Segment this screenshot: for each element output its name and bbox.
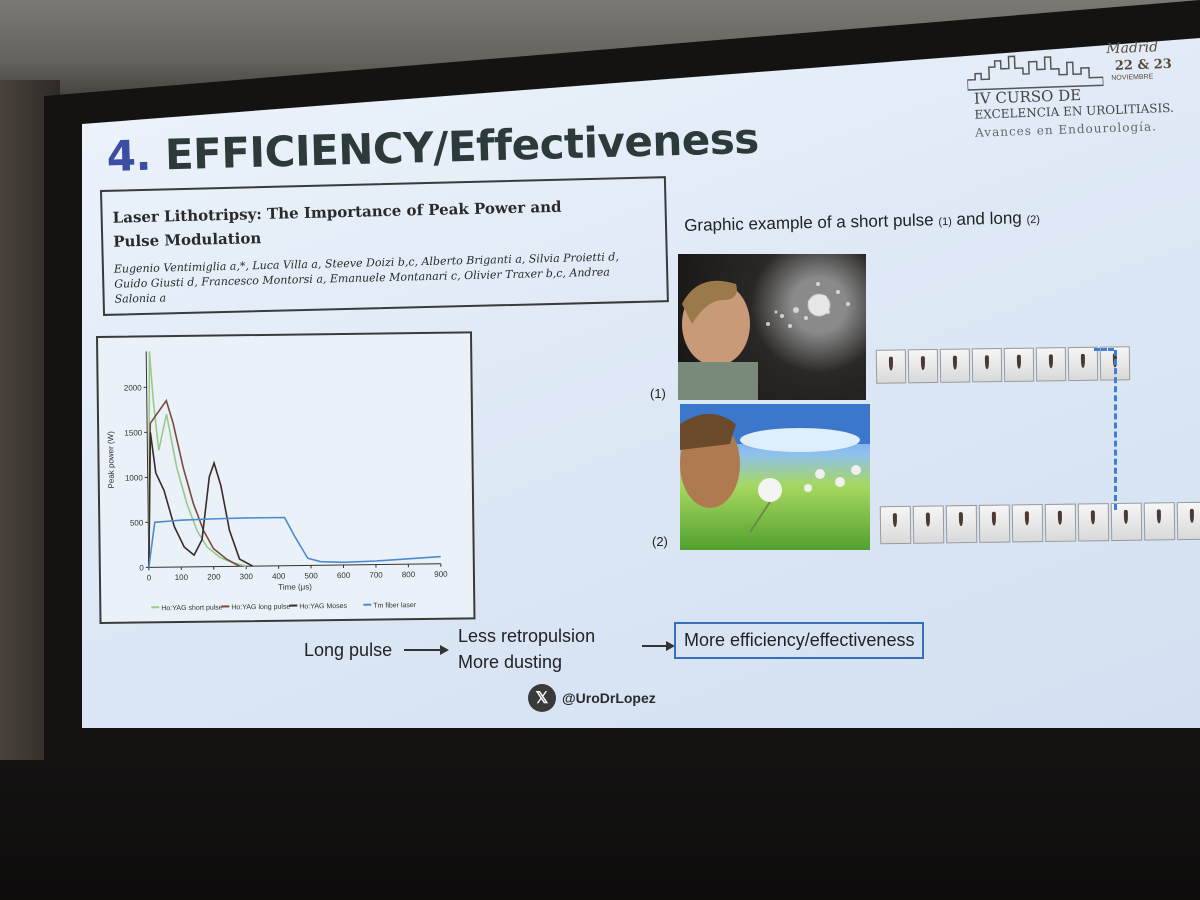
stage-shadow xyxy=(0,760,1200,900)
flow-middle: Less retropulsion More dusting xyxy=(458,623,595,675)
right-heading-short-tag: (1) xyxy=(938,215,952,229)
handle-text: @UroDrLopez xyxy=(562,690,656,706)
frame xyxy=(1176,501,1200,541)
legend-entry: Ho:YAG short pulse xyxy=(161,604,223,612)
y-tick-label: 0 xyxy=(139,563,144,572)
x-tick-label: 0 xyxy=(147,573,152,582)
paper-title: Laser Lithotripsy: The Importance of Pea… xyxy=(112,197,562,251)
y-tick-label: 1000 xyxy=(125,473,143,482)
series-line-3 xyxy=(148,516,441,568)
dashed-connector-top xyxy=(1094,348,1114,351)
frame xyxy=(1077,503,1110,542)
x-tick-label: 500 xyxy=(304,571,318,580)
frame xyxy=(978,504,1011,543)
flow-mid-1: Less retropulsion xyxy=(458,626,596,646)
y-tick-label: 1500 xyxy=(124,428,142,437)
frame xyxy=(879,505,912,545)
label-long-pulse: (2) xyxy=(652,534,668,549)
x-tick-label: 300 xyxy=(240,572,254,581)
frame xyxy=(939,348,971,383)
right-heading-long-tag: (2) xyxy=(1026,213,1041,227)
right-heading-middle: and long xyxy=(951,208,1027,229)
x-tick-label: 100 xyxy=(175,573,189,582)
frame xyxy=(912,505,945,544)
x-tick-label: 700 xyxy=(369,571,383,580)
peak-power-chart: 0 100 200 300 400 500 600 700 800 900 0 500 1000 1500… xyxy=(96,331,476,624)
high-speed-frames-short xyxy=(875,346,1131,384)
y-tick-label: 2000 xyxy=(124,383,142,392)
frame xyxy=(1003,347,1035,382)
logo-month: NOVIEMBRE xyxy=(1111,73,1154,82)
label-short-pulse: (1) xyxy=(650,386,666,401)
logo-line-3: Avances en Endourología. xyxy=(974,119,1158,140)
logo-dates: 22 & 23 xyxy=(1114,56,1173,74)
flow-mid-2: More dusting xyxy=(458,652,563,672)
series-line-1 xyxy=(148,398,241,568)
social-handle: 𝕏 @UroDrLopez xyxy=(528,684,656,712)
legend-entry: Ho:YAG Moses xyxy=(299,603,347,611)
arrow-right-icon xyxy=(404,645,449,655)
x-tick-label: 200 xyxy=(207,572,221,581)
paper-citation-box: Laser Lithotripsy: The Importance of Pea… xyxy=(100,176,669,316)
photo-child-dandelion xyxy=(680,404,870,550)
frame xyxy=(875,349,907,384)
flow-start: Long pulse xyxy=(304,640,393,660)
x-tick-label: 600 xyxy=(337,571,351,580)
frame xyxy=(1143,502,1176,541)
logo-city: Madrid xyxy=(1105,39,1159,58)
slide-title-number: 4. xyxy=(106,130,152,181)
legend-entry: Ho:YAG long pulse xyxy=(231,604,290,612)
frame xyxy=(945,504,978,544)
dashed-connector xyxy=(1114,350,1117,510)
paper-authors: Eugenio Ventimiglia a,*, Luca Villa a, S… xyxy=(113,250,620,306)
x-tick-label: 800 xyxy=(402,570,416,579)
x-logo-icon: 𝕏 xyxy=(528,684,556,712)
legend-entry: Tm fiber laser xyxy=(373,602,417,610)
high-speed-frames-long xyxy=(879,501,1200,545)
frame xyxy=(1035,347,1067,382)
course-logo: Madrid 22 & 23 NOVIEMBRE IV CURSO DE EXC… xyxy=(966,37,1178,154)
arrow-right-icon xyxy=(642,641,675,651)
flow-result: More efficiency/effectiveness xyxy=(674,622,925,659)
series-line-0 xyxy=(148,351,247,568)
child-dandelion-illustration xyxy=(680,404,870,533)
frame xyxy=(1044,503,1077,542)
x-axis-label: Time (μs) xyxy=(278,582,312,591)
x-axis xyxy=(148,563,441,568)
chart-svg: 0 100 200 300 400 500 600 700 800 900 0 500 1000 1500… xyxy=(106,351,448,612)
frame xyxy=(1011,504,1044,543)
series-line-2 xyxy=(148,432,254,568)
x-tick-label: 400 xyxy=(272,572,286,581)
photo-man-blowing xyxy=(678,254,866,400)
man-blowing-illustration xyxy=(678,280,850,400)
frame xyxy=(971,348,1003,383)
y-axis-label: Peak power (W) xyxy=(106,431,116,489)
frame xyxy=(1067,346,1099,382)
x-tick-label: 900 xyxy=(434,570,448,579)
y-tick-label: 500 xyxy=(130,518,144,527)
frame xyxy=(907,348,939,384)
skyline-icon xyxy=(966,55,1104,91)
